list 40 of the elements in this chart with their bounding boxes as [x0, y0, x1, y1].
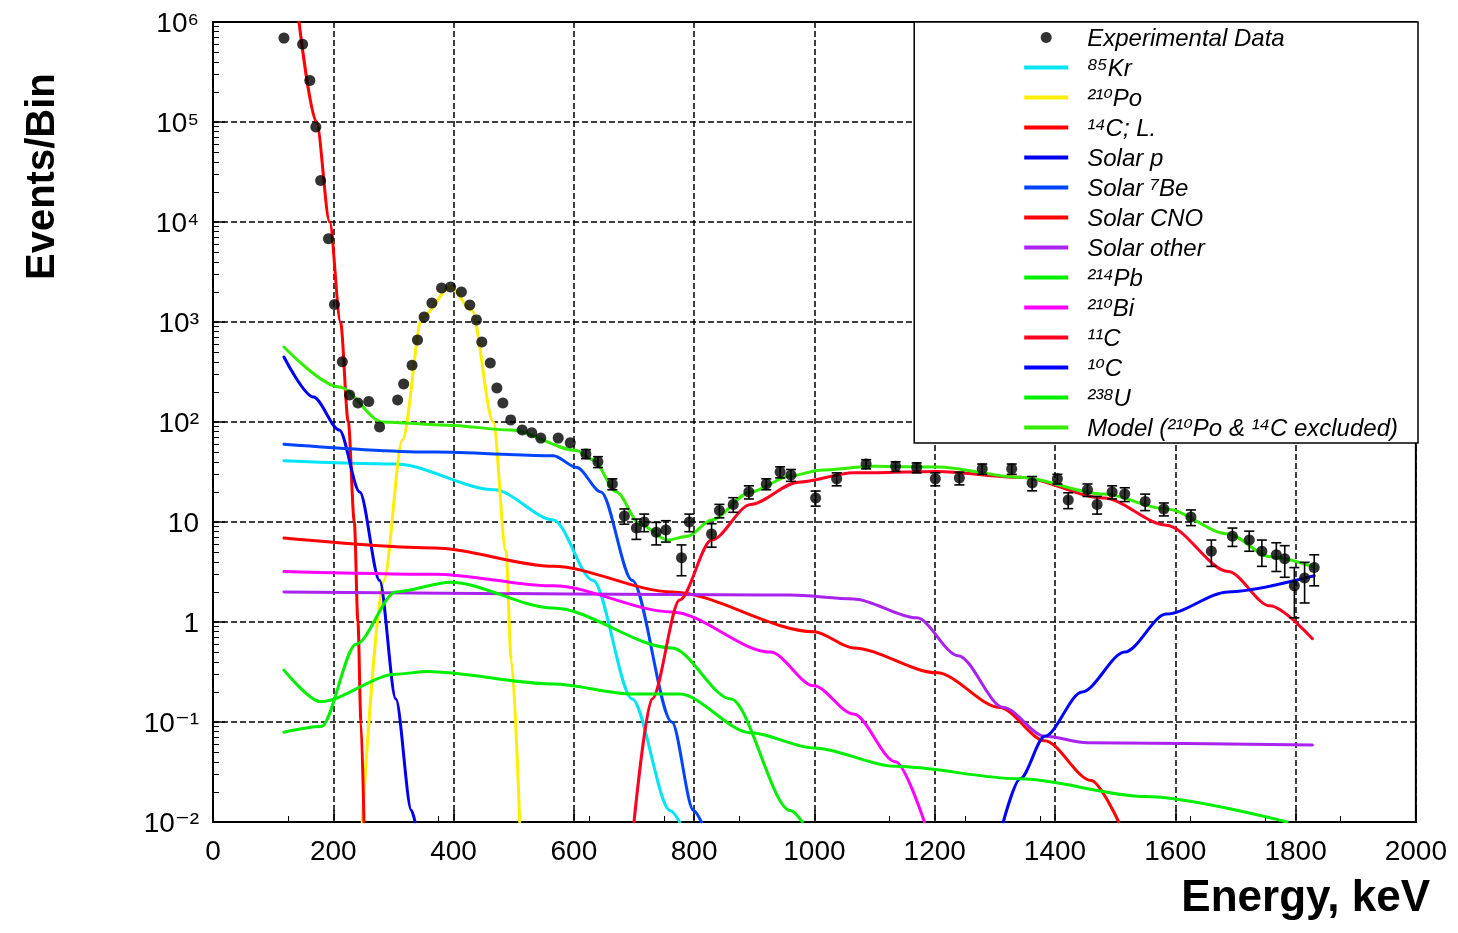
line-series: [1001, 574, 1316, 824]
legend-label: Solar ⁷Be: [1087, 174, 1189, 201]
x-tick-label: 400: [430, 834, 477, 866]
x-tick-label: 2000: [1384, 834, 1447, 866]
legend-label: Experimental Data: [1087, 24, 1285, 51]
legend-label: ⁸⁵Kr: [1087, 54, 1133, 81]
legend-label: ²¹⁴Pb: [1087, 264, 1143, 291]
legend-label: ¹¹C: [1087, 324, 1122, 351]
line-series: [282, 569, 926, 824]
y-tick-label: 10³: [158, 306, 199, 338]
y-tick-label: 10: [167, 506, 199, 538]
line-series: [282, 355, 417, 824]
x-tick-label: 200: [309, 834, 357, 866]
x-tick-label: 800: [670, 834, 718, 866]
x-tick-label: 1800: [1264, 834, 1327, 866]
legend-label: Solar p: [1087, 144, 1164, 171]
line-series: [282, 590, 1314, 747]
legend-label: ²¹⁰Bi: [1087, 294, 1135, 321]
y-tick-label: 10²: [158, 406, 199, 438]
legend-label: ¹⁰C: [1087, 354, 1123, 381]
x-tick-label: 1200: [903, 834, 966, 866]
y-tick-label: 10⁵: [156, 106, 199, 138]
y-tick-label: 10⁴: [155, 206, 199, 238]
y-tick-label: 10⁻²: [143, 806, 199, 838]
y-tick-label: 10⁶: [156, 6, 199, 38]
x-tick-label: 1400: [1023, 834, 1087, 866]
legend-label: ²¹⁰Po: [1087, 84, 1143, 111]
x-tick-label: 600: [550, 834, 598, 866]
x-tick-label: 1000: [783, 834, 846, 866]
legend-label: ¹⁴C; L.: [1087, 114, 1157, 141]
legend-label: Model (²¹⁰Po & ¹⁴C excluded): [1087, 414, 1398, 441]
legend-label: Solar CNO: [1087, 204, 1204, 231]
y-tick-label: 1: [183, 606, 199, 638]
y-tick-label: 10⁻¹: [143, 706, 199, 738]
legend-label: ²³⁸U: [1087, 384, 1132, 411]
x-axis-title: Energy, keV: [1181, 870, 1431, 920]
x-tick-label: 0: [205, 834, 221, 866]
x-tick-label: 1600: [1144, 834, 1207, 866]
legend-label: Solar other: [1087, 234, 1206, 261]
y-axis-title: Events/Bin: [18, 73, 62, 280]
